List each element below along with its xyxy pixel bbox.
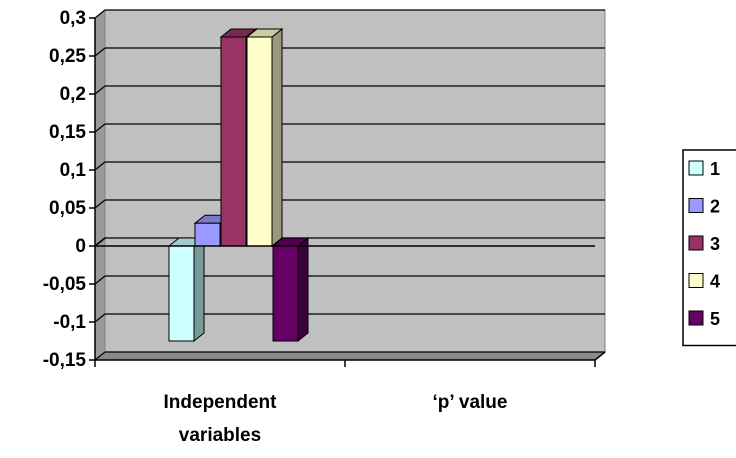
legend-label: 1: [710, 159, 720, 179]
gridline-side: [94, 47, 106, 57]
legend-label: 5: [710, 309, 720, 329]
x-axis-depth: [594, 351, 606, 361]
bar: [220, 36, 247, 247]
gridline-side: [94, 313, 106, 323]
gridline-side: [94, 123, 106, 133]
bar-series-4: [245, 27, 284, 248]
bar: [246, 36, 273, 247]
legend-label: 2: [710, 197, 720, 217]
gridline-side: [94, 9, 106, 19]
legend-label: 3: [710, 234, 720, 254]
legend-swatch: [688, 310, 704, 326]
bar-side-face: [193, 236, 205, 343]
y-tick-label: -0,1: [53, 312, 86, 333]
bar: [168, 245, 195, 342]
x-category-label-line: Independent: [164, 392, 278, 413]
y-tick-label: 0,2: [60, 84, 86, 105]
bar: [272, 245, 299, 342]
legend: 1 2 3 4 5: [682, 149, 736, 347]
x-category-label-line: variables: [179, 425, 261, 446]
plot-floor: [93, 351, 607, 361]
bar-side-face: [297, 236, 309, 343]
bar: [194, 222, 221, 247]
axes: 0,3 0,25 0,2 0,15 0,1 0,05 0 -0,05 -0,1 -0,15 Inde…: [43, 8, 606, 446]
legend-label: 4: [710, 272, 720, 292]
y-tick-label: 0,25: [49, 46, 86, 67]
legend-swatch: [688, 160, 704, 176]
y-tick-label: 0,3: [60, 8, 86, 29]
legend-swatch: [688, 198, 704, 213]
y-tick-label: 0,05: [49, 198, 86, 219]
x-category-label: ‘p’ value: [433, 392, 508, 413]
gridline-side: [94, 275, 106, 285]
gridline-side: [94, 161, 106, 171]
y-tick-label: 0,15: [49, 122, 86, 143]
bar-series-5: [271, 236, 310, 343]
gridline-side: [94, 351, 106, 361]
x-category-label: Independent variables: [164, 392, 278, 446]
x-category-label-line: ‘p’ value: [433, 392, 508, 413]
y-tick-label: -0,05: [43, 274, 87, 295]
zero-axis-side: [94, 237, 106, 247]
y-tick-label: -0,15: [43, 350, 87, 371]
bar-side-face: [271, 27, 283, 248]
y-tick-label: 0: [75, 236, 86, 257]
legend-swatch: [688, 273, 704, 288]
gridline-side: [94, 85, 106, 95]
gridline-side: [94, 199, 106, 209]
bar-series-1: [167, 236, 206, 343]
legend-swatch: [688, 235, 704, 251]
plot-side-wall: [94, 8, 106, 362]
y-tick-label: 0,1: [60, 160, 87, 181]
